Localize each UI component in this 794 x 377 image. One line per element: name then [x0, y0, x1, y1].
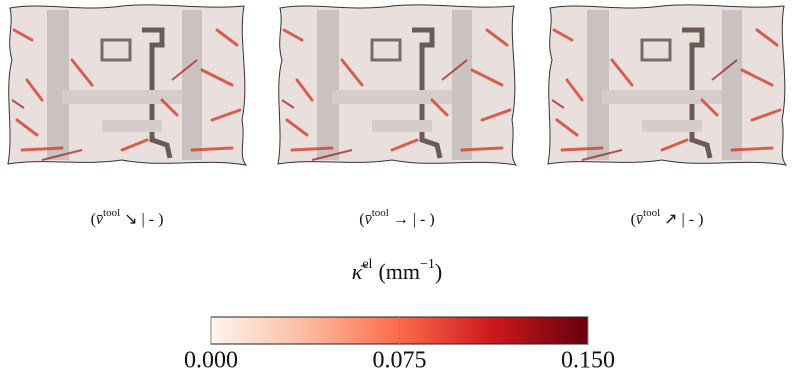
close: ): [435, 259, 442, 284]
rest: ↗ | - ): [664, 211, 703, 228]
sup: el: [362, 257, 372, 272]
panel-image: [278, 5, 516, 165]
rest: → | - ): [393, 211, 435, 228]
open: (: [91, 211, 96, 228]
tick-label: 0.150: [561, 348, 615, 374]
symbol: v̄: [636, 211, 644, 228]
sup: tool: [103, 207, 120, 219]
open: (: [631, 211, 636, 228]
panel-image: [548, 5, 786, 165]
sup: tool: [643, 207, 660, 219]
tick-label: 0.075: [373, 348, 427, 374]
panel-caption: (v̄tool ↘ | - ): [91, 207, 164, 228]
open: (: [359, 211, 364, 228]
unit: (mm: [378, 259, 420, 284]
sup: −1: [420, 257, 435, 272]
panel-caption: (v̄tool ↗ | - ): [631, 207, 704, 228]
symbol: v̄: [96, 211, 104, 228]
sup: tool: [372, 207, 389, 219]
panel-caption: (v̄tool → | - ): [359, 207, 434, 228]
colorbar-label: κ̄el (mm−1): [352, 257, 442, 284]
tick-label: 0.000: [184, 348, 238, 374]
panel-image: [8, 5, 246, 165]
symbol: v̄: [365, 211, 373, 228]
rest: ↘ | - ): [124, 211, 163, 228]
